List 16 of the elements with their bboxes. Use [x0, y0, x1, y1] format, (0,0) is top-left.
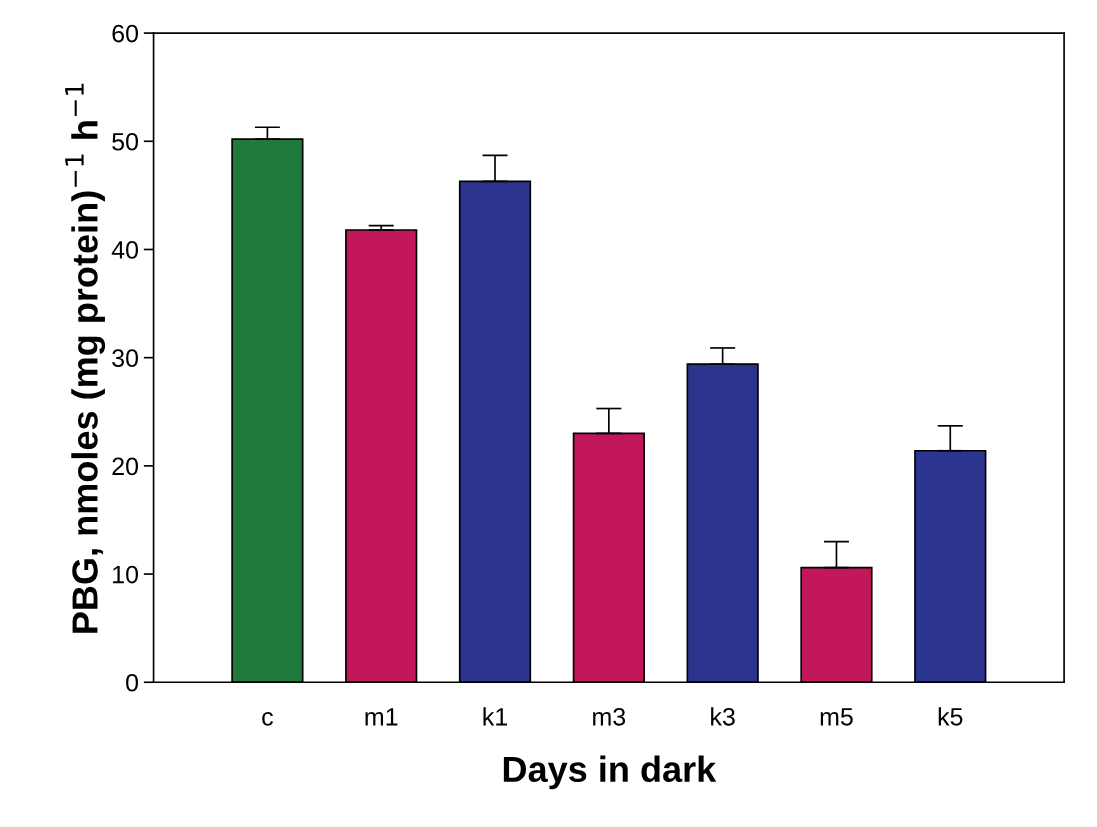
y-tick-label: 40: [111, 241, 139, 259]
y-tick-label: 20: [112, 457, 139, 476]
y-axis-title: PBG, nmoles (mg protein)$^{−1}$ h$^{−1}$: [65, 83, 106, 633]
x-axis-title: Days in dark: [503, 755, 717, 790]
y-tick-label: 10: [113, 565, 139, 584]
x-tick-label: k1: [483, 707, 507, 726]
x-tick-label: m1: [365, 708, 398, 726]
y-tick-label: 0: [126, 673, 139, 692]
y-tick-label: 50: [112, 132, 139, 151]
x-tick-label: m3: [593, 707, 626, 726]
x-tick-label: c: [262, 711, 273, 726]
y-tick-label: 30: [112, 349, 139, 367]
y-tick-label: 60: [112, 24, 139, 43]
x-tick-label: m5: [820, 708, 853, 726]
x-tick-label: k5: [938, 707, 963, 726]
x-tick-label: k3: [711, 707, 735, 726]
